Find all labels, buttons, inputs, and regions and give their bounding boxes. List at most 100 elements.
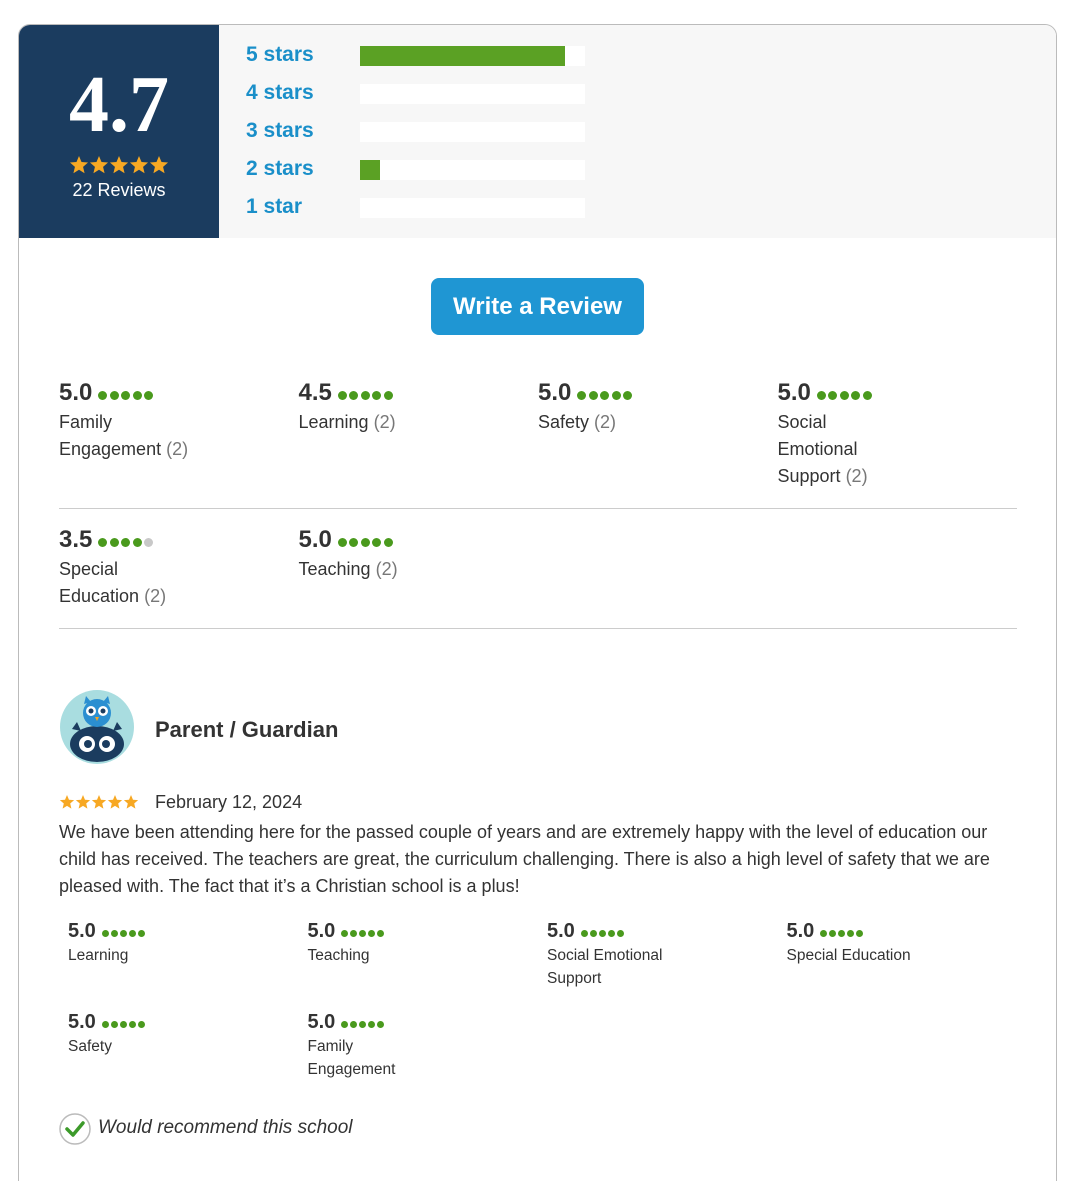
rating-dot — [377, 929, 385, 937]
rating-dot — [132, 537, 142, 547]
star — [123, 795, 139, 809]
rating-dot — [350, 929, 358, 937]
star-row — [69, 156, 169, 174]
category-score: 5.0 — [538, 379, 572, 406]
category-label: Learning — [298, 412, 369, 432]
review-rating-label: Safety — [68, 1038, 112, 1055]
rating-dots — [820, 924, 865, 942]
rating-dot — [119, 1020, 127, 1028]
review-rating: 5.0 Teaching — [308, 920, 547, 967]
write-review-button[interactable]: Write a Review — [431, 278, 644, 335]
rating-dot — [337, 390, 347, 400]
rating-dot — [611, 390, 621, 400]
rating-dot — [383, 537, 393, 547]
category-score: 5.0 — [777, 379, 811, 406]
category: 5.0 Teaching (2) — [299, 526, 538, 583]
star-row — [59, 795, 139, 809]
rating-dot — [359, 929, 367, 937]
rating-dot — [110, 929, 118, 937]
rating-dot — [341, 1020, 349, 1028]
rating-dots — [337, 387, 396, 405]
rating-dot — [372, 537, 382, 547]
rating-dots — [101, 1015, 147, 1033]
review-score: 5.0 — [307, 1011, 336, 1033]
rating-dots — [577, 387, 635, 405]
overall-rating: 4.7 — [69, 61, 169, 149]
review-text: We have been attending here for the pass… — [59, 822, 990, 896]
review-rating: 5.0 Learning — [68, 920, 307, 967]
bar-track — [360, 198, 585, 218]
category-count: (2) — [845, 466, 868, 486]
rating-dot — [847, 929, 855, 937]
rating-dot — [101, 929, 109, 937]
distribution-row: 4 stars — [246, 81, 646, 109]
rating-dot — [137, 1020, 145, 1028]
review-score-row: 5.0 — [547, 920, 786, 943]
bar-track — [360, 122, 585, 142]
category-score-row: 4.5 — [299, 379, 538, 407]
distribution-row: 5 stars — [246, 43, 646, 71]
category-label: Family Engagement — [59, 412, 162, 459]
distribution-label: 5 stars — [246, 43, 314, 66]
review-rating: 5.0 Special Education — [787, 920, 1026, 967]
rating-dot — [862, 390, 872, 400]
rating-dot — [128, 1020, 136, 1028]
rating-dot — [372, 390, 382, 400]
category-score: 3.5 — [59, 526, 93, 553]
rating-dot — [350, 1020, 358, 1028]
rating-dots — [341, 924, 386, 942]
rating-dots — [98, 387, 156, 405]
separator — [59, 628, 1017, 629]
rating-dot — [110, 1020, 118, 1028]
star — [59, 795, 75, 809]
rating-dots — [341, 1015, 386, 1033]
rating-dot — [109, 390, 119, 400]
review-score: 5.0 — [68, 1011, 96, 1033]
review-rating: 5.0 Family Engagement — [308, 1011, 547, 1081]
review-score-row: 5.0 — [68, 1011, 307, 1034]
category-label-wrap: Safety (2) — [538, 409, 670, 436]
star — [129, 156, 149, 174]
category-score: 5.0 — [298, 526, 332, 553]
category-score-row: 5.0 — [299, 526, 538, 554]
score-box: 4.7 22 Reviews — [19, 25, 219, 238]
category-count: (2) — [594, 412, 617, 432]
review-count: 22 Reviews — [72, 180, 166, 200]
review-rating: 5.0 Social Emotional Support — [547, 920, 786, 990]
distribution-label: 2 stars — [246, 157, 314, 180]
star — [75, 795, 91, 809]
distribution-row: 3 stars — [246, 119, 646, 147]
rating-dot — [349, 537, 359, 547]
star — [107, 795, 123, 809]
rating-dot — [360, 390, 370, 400]
category-score-row: 5.0 — [538, 379, 777, 407]
review-score-row: 5.0 — [308, 920, 547, 943]
review-rating-label: Family Engagement — [307, 1038, 396, 1078]
rating-dot — [838, 929, 846, 937]
bar-track — [360, 46, 585, 66]
rating-dots — [98, 534, 156, 552]
category-score-row: 5.0 — [778, 379, 1017, 407]
rating-dot — [816, 390, 826, 400]
rating-dot — [829, 929, 837, 937]
category-score-row: 3.5 — [59, 526, 298, 554]
category-label-wrap: Special Education (2) — [59, 556, 191, 610]
category-score: 5.0 — [59, 379, 93, 406]
review-date: February 12, 2024 — [155, 792, 303, 812]
category-label: Teaching — [298, 559, 371, 579]
rating-dot — [577, 390, 587, 400]
rating-dot — [121, 537, 131, 547]
rating-dot — [600, 390, 610, 400]
rating-dot — [101, 1020, 109, 1028]
rating-dot — [839, 390, 849, 400]
rating-dot — [368, 929, 376, 937]
rating-dots — [337, 534, 396, 552]
category: 5.0 Safety (2) — [538, 379, 777, 436]
category-score-row: 5.0 — [59, 379, 298, 407]
star — [89, 156, 109, 174]
review-score: 5.0 — [786, 920, 815, 942]
distribution-label: 4 stars — [246, 81, 314, 104]
recommend-text: Would recommend this school — [98, 1117, 353, 1138]
rating-dot — [144, 537, 154, 547]
